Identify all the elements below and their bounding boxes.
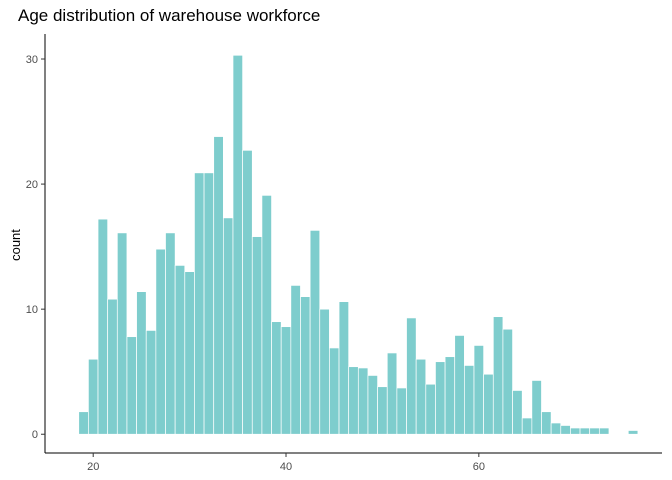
x-tick-label: 20 xyxy=(87,461,99,473)
histogram-bar xyxy=(425,383,436,435)
y-tick-label: 20 xyxy=(26,179,38,191)
y-ticks: 0 10 20 30 xyxy=(26,54,45,441)
histogram-bar xyxy=(136,291,147,435)
histogram-bar xyxy=(396,387,407,435)
histogram-bar xyxy=(97,218,109,435)
histogram-bar xyxy=(194,172,205,435)
histogram-bar xyxy=(521,417,533,435)
histogram-bar xyxy=(145,330,157,435)
histogram-bar xyxy=(348,366,359,435)
histogram-bar xyxy=(223,217,234,435)
histogram-bar xyxy=(377,386,388,435)
histogram-bar xyxy=(203,172,215,435)
histogram-bar xyxy=(627,430,639,435)
histogram-bar xyxy=(213,136,224,435)
histogram-bar xyxy=(280,326,292,435)
histogram-bar xyxy=(357,367,369,435)
histogram-bar xyxy=(261,194,272,435)
histogram-bar xyxy=(367,375,378,435)
histogram-bar xyxy=(126,336,137,435)
x-tick-label: 60 xyxy=(473,461,485,473)
y-tick-label: 10 xyxy=(26,304,38,316)
histogram-bar xyxy=(78,411,89,435)
histogram-bar xyxy=(184,271,195,435)
histogram-bar xyxy=(541,411,552,435)
histogram-bar xyxy=(174,265,186,435)
histogram-bar xyxy=(483,373,494,435)
histogram-bar xyxy=(107,298,118,435)
histogram-bar xyxy=(473,345,484,435)
histogram-bar xyxy=(415,358,427,435)
histogram-bar xyxy=(435,361,446,435)
histogram-bar xyxy=(300,296,311,435)
histogram-bar xyxy=(512,390,523,435)
histogram-bar xyxy=(502,328,513,435)
histogram-bar xyxy=(251,236,263,435)
histogram-bar xyxy=(329,347,340,435)
y-tick-label: 0 xyxy=(32,429,38,441)
y-tick-label: 30 xyxy=(26,54,38,66)
histogram-bar xyxy=(589,427,600,435)
histogram-bar xyxy=(271,321,282,435)
histogram-bar xyxy=(492,316,504,435)
histogram-bar xyxy=(406,317,417,435)
histogram-bar xyxy=(290,285,301,435)
histogram-bar xyxy=(309,230,321,435)
histogram-bar xyxy=(444,356,456,435)
bars-group xyxy=(78,54,639,435)
histogram-bar xyxy=(464,365,475,435)
histogram-bar xyxy=(579,427,591,435)
histogram-bar xyxy=(165,232,176,435)
histogram-bar xyxy=(88,358,99,435)
y-axis-title: count xyxy=(8,229,23,261)
histogram-bar xyxy=(560,425,571,435)
histogram-bar xyxy=(386,352,398,435)
histogram-bar xyxy=(454,335,465,435)
x-tick-label: 40 xyxy=(280,461,292,473)
histogram-bar xyxy=(155,248,166,435)
x-ticks: 20 40 60 xyxy=(87,453,485,473)
histogram-bar xyxy=(570,427,581,435)
histogram-bar xyxy=(232,54,243,435)
histogram-bar xyxy=(319,308,330,435)
histogram-bar xyxy=(338,301,350,435)
histogram-bar xyxy=(116,232,128,435)
chart-title: Age distribution of warehouse workforce xyxy=(18,6,321,25)
histogram-bar xyxy=(531,380,542,435)
histogram-bar xyxy=(550,422,562,435)
histogram-bar xyxy=(242,149,253,435)
histogram-bar xyxy=(598,427,610,435)
